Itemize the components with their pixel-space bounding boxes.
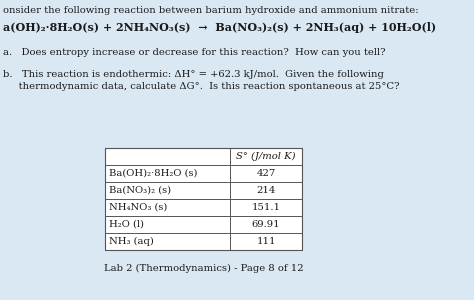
Text: 111: 111 xyxy=(256,237,276,246)
Text: S° (J/mol K): S° (J/mol K) xyxy=(236,152,296,161)
Text: 69.91: 69.91 xyxy=(252,220,280,229)
Text: Ba(OH)₂·8H₂O (s): Ba(OH)₂·8H₂O (s) xyxy=(109,169,198,178)
Text: thermodynamic data, calculate ΔG°.  Is this reaction spontaneous at 25°C?: thermodynamic data, calculate ΔG°. Is th… xyxy=(3,82,400,91)
Text: 214: 214 xyxy=(256,186,276,195)
Text: Lab 2 (Thermodynamics) - Page 8 of 12: Lab 2 (Thermodynamics) - Page 8 of 12 xyxy=(104,264,303,273)
Text: 427: 427 xyxy=(256,169,275,178)
Text: a.   Does entropy increase or decrease for this reaction?  How can you tell?: a. Does entropy increase or decrease for… xyxy=(3,48,385,57)
Text: 151.1: 151.1 xyxy=(252,203,281,212)
Text: onsider the following reaction between barium hydroxide and ammonium nitrate:: onsider the following reaction between b… xyxy=(3,6,419,15)
Text: a(OH)₂·8H₂O(s) + 2NH₄NO₃(s)  →  Ba(NO₃)₂(s) + 2NH₃(aq) + 10H₂O(l): a(OH)₂·8H₂O(s) + 2NH₄NO₃(s) → Ba(NO₃)₂(s… xyxy=(3,22,436,33)
Text: NH₄NO₃ (s): NH₄NO₃ (s) xyxy=(109,203,167,212)
Text: NH₃ (aq): NH₃ (aq) xyxy=(109,237,154,246)
Bar xyxy=(105,148,302,250)
Text: H₂O (l): H₂O (l) xyxy=(109,220,144,229)
Text: b.   This reaction is endothermic: ΔH° = +62.3 kJ/mol.  Given the following: b. This reaction is endothermic: ΔH° = +… xyxy=(3,70,384,79)
Text: Ba(NO₃)₂ (s): Ba(NO₃)₂ (s) xyxy=(109,186,171,195)
